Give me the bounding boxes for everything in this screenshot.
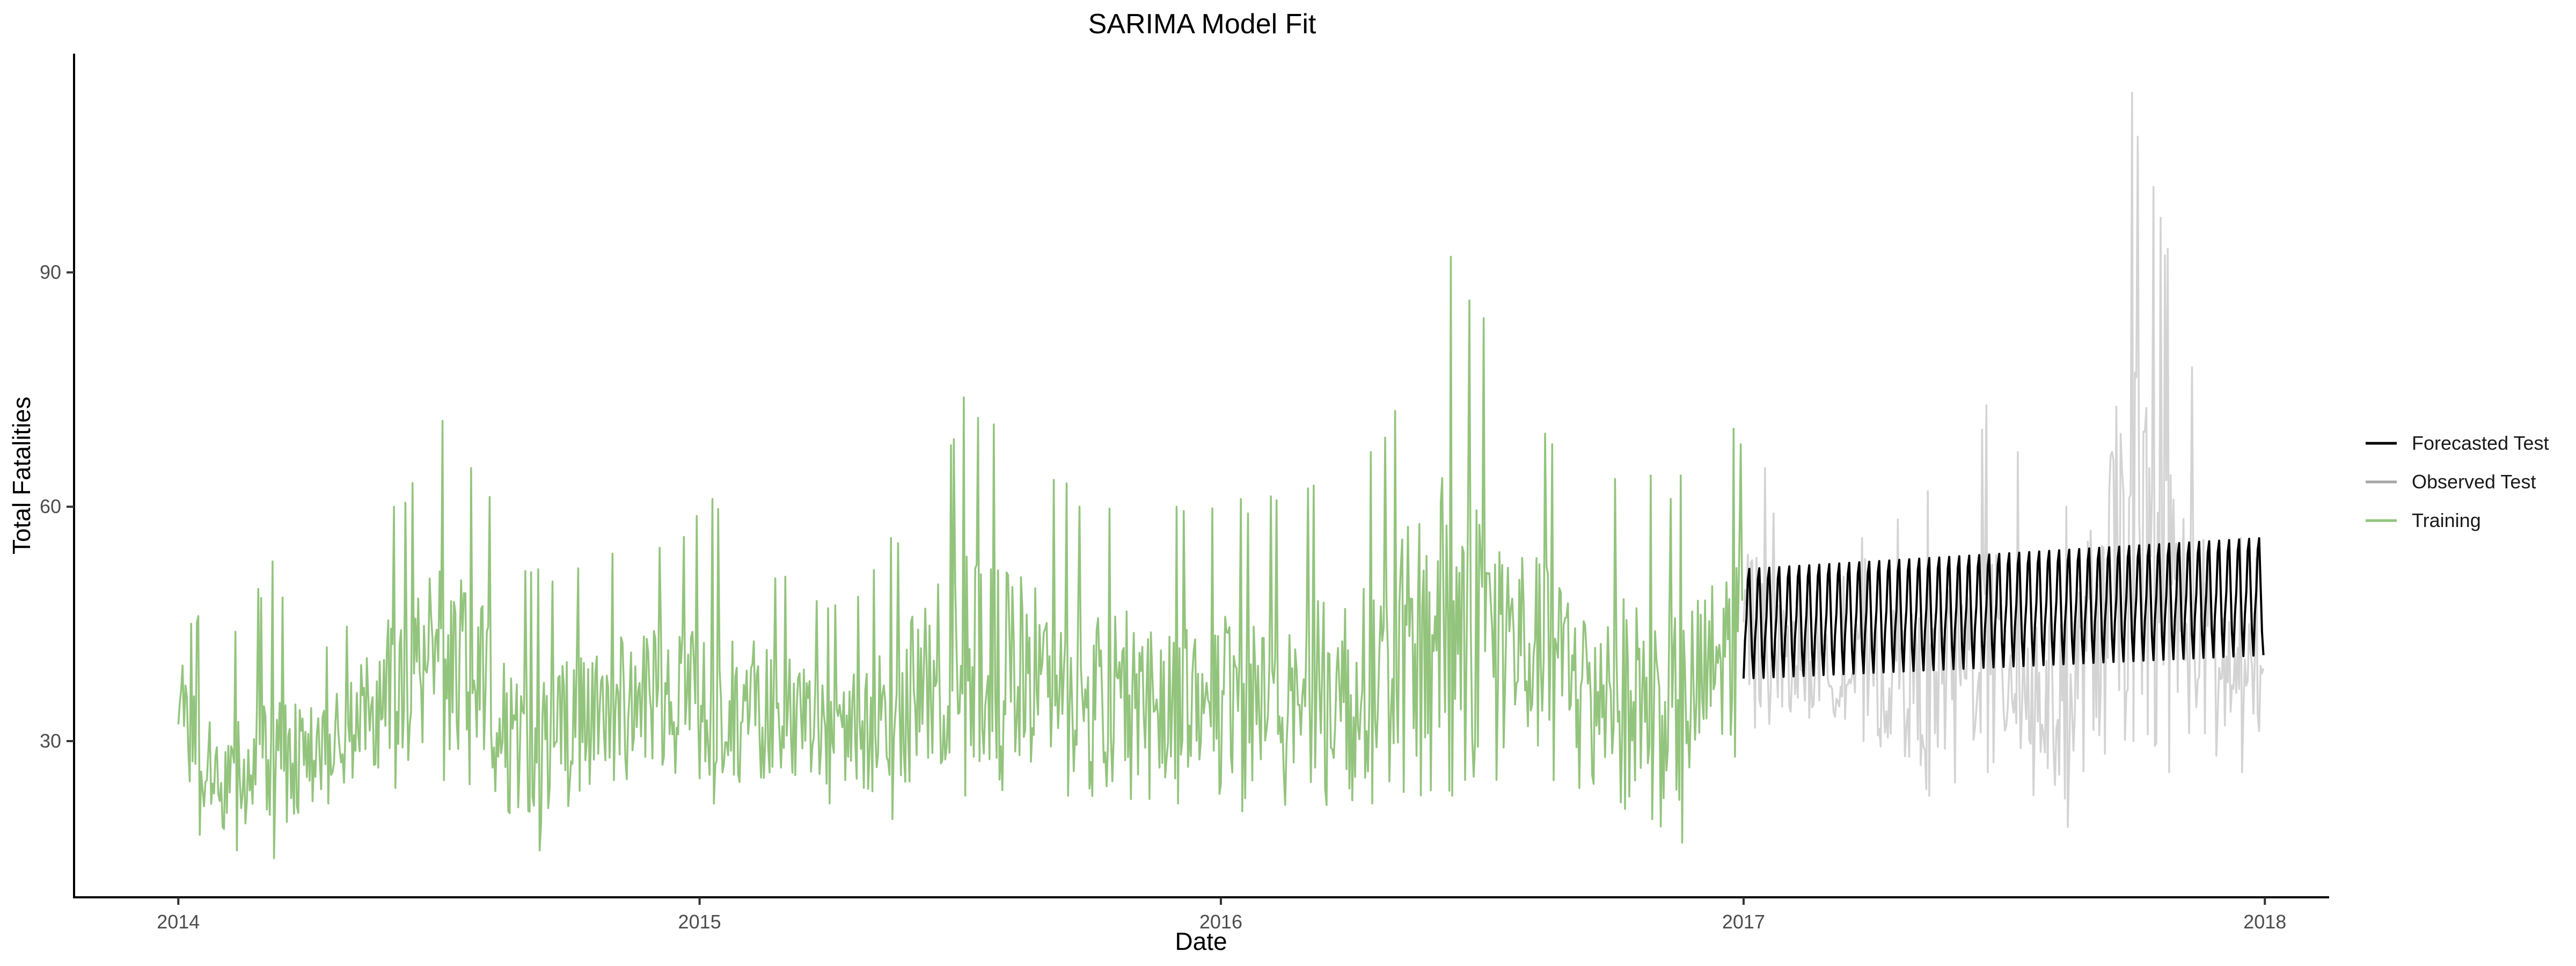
y-tick-label: 30	[40, 730, 61, 752]
series-layer	[177, 92, 2265, 859]
y-tick-label: 90	[40, 261, 61, 283]
series-line-forecasted-test	[1742, 537, 2265, 679]
x-tick-label: 2014	[157, 911, 200, 933]
chart-title: SARIMA Model Fit	[1088, 9, 1316, 40]
legend-label-forecasted-test: Forecasted Test	[2412, 432, 2549, 454]
x-tick-label: 2015	[678, 911, 721, 933]
legend-label-training: Training	[2412, 509, 2481, 531]
legend-label-observed-test: Observed Test	[2412, 471, 2536, 493]
y-tick-label: 60	[40, 495, 61, 517]
x-axis-ticks: 2014 2015 2016 2017 2018	[157, 897, 2286, 933]
series-line-training	[177, 255, 1744, 859]
x-axis-title: Date	[1175, 927, 1227, 955]
x-tick-label: 2016	[1199, 911, 1242, 933]
y-axis-title: Total Fatalities	[8, 397, 35, 554]
plot-area: 30 60 90 2014 2015 2016 2017 2018	[40, 54, 2329, 933]
x-tick-label: 2017	[1722, 911, 1765, 933]
legend-item-training: Training	[2366, 509, 2481, 531]
x-tick-label: 2018	[2243, 911, 2286, 933]
legend-item-observed-test: Observed Test	[2366, 471, 2536, 493]
series-line-observed-test	[1743, 92, 2265, 828]
legend: Forecasted Test Observed Test Training	[2366, 432, 2549, 531]
y-axis-ticks: 30 60 90	[40, 261, 74, 752]
legend-item-forecasted-test: Forecasted Test	[2366, 432, 2549, 454]
